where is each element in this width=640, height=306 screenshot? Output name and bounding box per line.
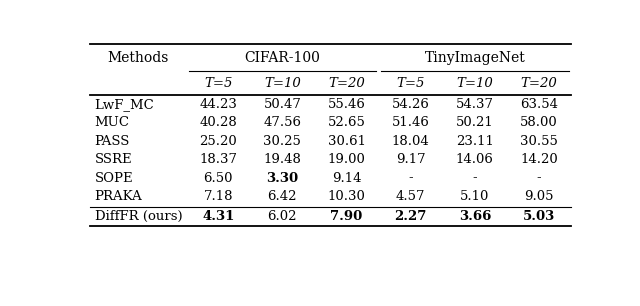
Text: 14.06: 14.06 (456, 153, 493, 166)
Text: DiffFR (ours): DiffFR (ours) (95, 210, 182, 223)
Text: LwF_MC: LwF_MC (95, 98, 154, 111)
Text: 58.00: 58.00 (520, 116, 558, 129)
Text: 23.11: 23.11 (456, 135, 493, 148)
Text: TinyImageNet: TinyImageNet (424, 50, 525, 65)
Text: 30.55: 30.55 (520, 135, 558, 148)
Text: 50.47: 50.47 (264, 98, 301, 111)
Text: -: - (408, 172, 413, 185)
Text: 4.57: 4.57 (396, 190, 426, 203)
Text: 3.66: 3.66 (459, 210, 491, 223)
Text: 2.27: 2.27 (394, 210, 427, 223)
Text: PRAKA: PRAKA (95, 190, 143, 203)
Text: 9.17: 9.17 (396, 153, 426, 166)
Text: CIFAR-100: CIFAR-100 (244, 50, 320, 65)
Text: -: - (472, 172, 477, 185)
Text: 54.26: 54.26 (392, 98, 429, 111)
Text: T=5: T=5 (396, 77, 425, 90)
Text: -: - (537, 172, 541, 185)
Text: 55.46: 55.46 (328, 98, 365, 111)
Text: 14.20: 14.20 (520, 153, 558, 166)
Text: 3.30: 3.30 (266, 172, 298, 185)
Text: 44.23: 44.23 (199, 98, 237, 111)
Text: PASS: PASS (95, 135, 130, 148)
Text: 50.21: 50.21 (456, 116, 493, 129)
Text: 25.20: 25.20 (199, 135, 237, 148)
Text: 7.18: 7.18 (204, 190, 233, 203)
Text: 63.54: 63.54 (520, 98, 558, 111)
Text: 30.25: 30.25 (264, 135, 301, 148)
Text: 6.02: 6.02 (268, 210, 297, 223)
Text: 30.61: 30.61 (328, 135, 365, 148)
Text: 9.14: 9.14 (332, 172, 361, 185)
Text: SSRE: SSRE (95, 153, 132, 166)
Text: T=20: T=20 (520, 77, 557, 90)
Text: 5.10: 5.10 (460, 190, 490, 203)
Text: 18.37: 18.37 (199, 153, 237, 166)
Text: 6.42: 6.42 (268, 190, 297, 203)
Text: 5.03: 5.03 (523, 210, 555, 223)
Text: 47.56: 47.56 (264, 116, 301, 129)
Text: 51.46: 51.46 (392, 116, 429, 129)
Text: Methods: Methods (108, 50, 169, 65)
Text: 19.00: 19.00 (328, 153, 365, 166)
Text: 19.48: 19.48 (264, 153, 301, 166)
Text: T=20: T=20 (328, 77, 365, 90)
Text: 54.37: 54.37 (456, 98, 494, 111)
Text: MUC: MUC (95, 116, 130, 129)
Text: 52.65: 52.65 (328, 116, 365, 129)
Text: 18.04: 18.04 (392, 135, 429, 148)
Text: 7.90: 7.90 (330, 210, 363, 223)
Text: T=10: T=10 (456, 77, 493, 90)
Text: SOPE: SOPE (95, 172, 133, 185)
Text: 6.50: 6.50 (204, 172, 233, 185)
Text: 10.30: 10.30 (328, 190, 365, 203)
Text: 40.28: 40.28 (199, 116, 237, 129)
Text: T=10: T=10 (264, 77, 301, 90)
Text: 9.05: 9.05 (524, 190, 554, 203)
Text: T=5: T=5 (204, 77, 232, 90)
Text: 4.31: 4.31 (202, 210, 234, 223)
